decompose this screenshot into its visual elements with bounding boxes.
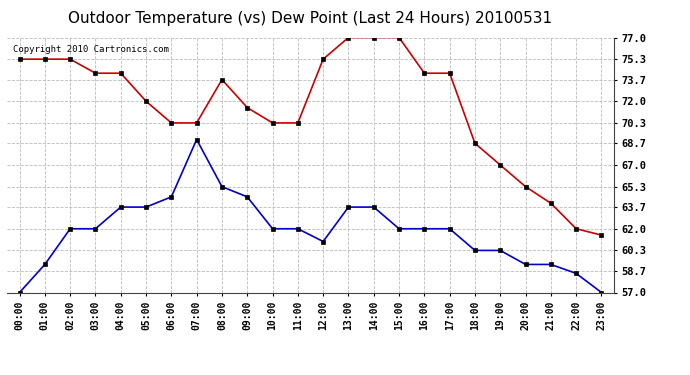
Text: Outdoor Temperature (vs) Dew Point (Last 24 Hours) 20100531: Outdoor Temperature (vs) Dew Point (Last… [68, 11, 553, 26]
Text: Copyright 2010 Cartronics.com: Copyright 2010 Cartronics.com [13, 45, 169, 54]
